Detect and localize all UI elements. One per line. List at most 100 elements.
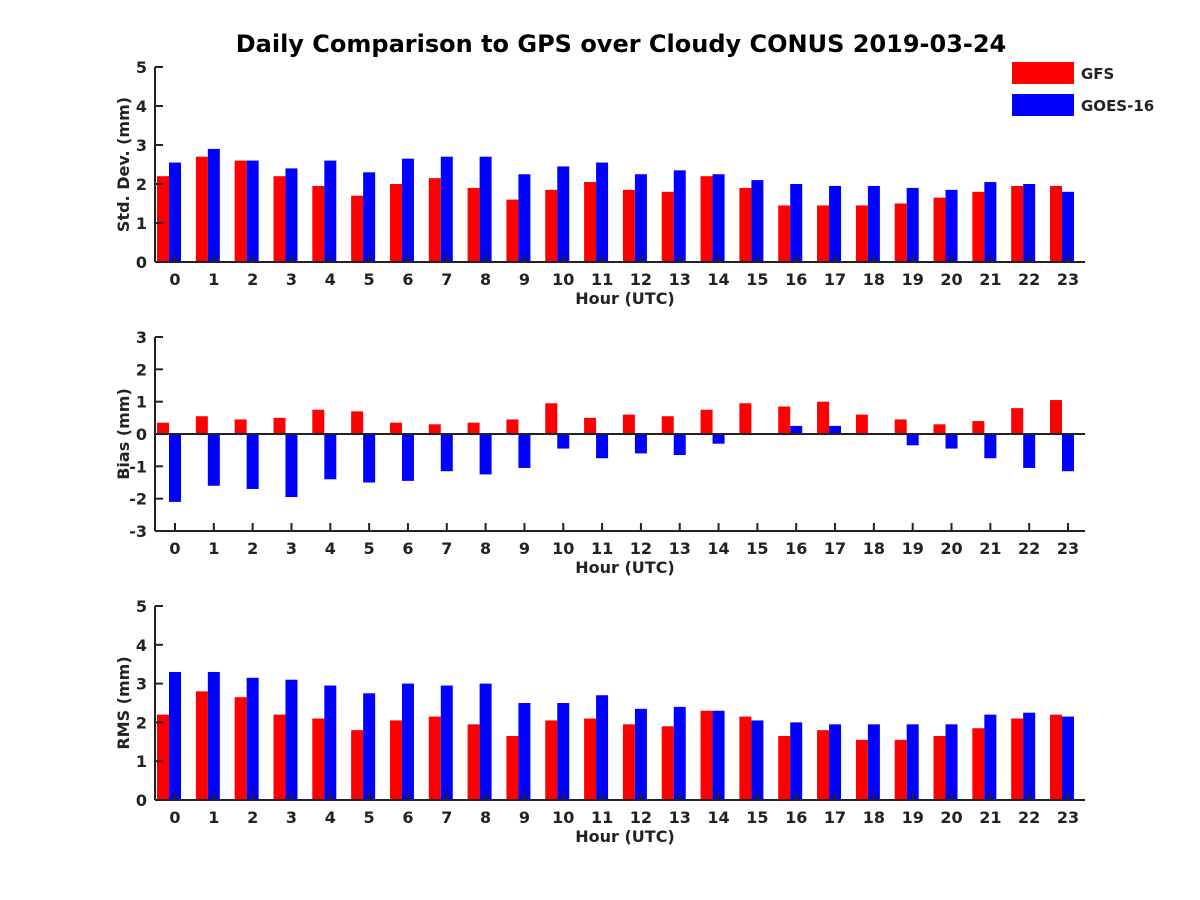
x-tick-label: 12 [630, 808, 652, 827]
bar-gfs-0-22 [1011, 185, 1024, 262]
bar-goes-16-0-19 [906, 187, 919, 262]
x-tick-label: 6 [402, 539, 413, 558]
bar-goes-16-0-8 [479, 156, 492, 262]
bar-gfs-0-16 [778, 205, 791, 262]
bar-gfs-1-20 [933, 424, 946, 434]
bar-goes-16-0-9 [518, 174, 531, 262]
x-axis-label: Hour (UTC) [575, 827, 675, 846]
bar-goes-16-2-4 [324, 685, 337, 800]
legend-swatch-goes-16 [1012, 94, 1074, 116]
bar-gfs-2-6 [389, 720, 402, 800]
bar-gfs-0-3 [273, 176, 286, 262]
bar-gfs-1-12 [622, 414, 635, 434]
bar-gfs-2-23 [1050, 714, 1062, 800]
bar-goes-16-0-0 [169, 162, 181, 262]
bar-gfs-1-8 [467, 422, 480, 434]
bar-gfs-0-2 [234, 160, 247, 262]
y-tick-label: 1 [136, 393, 147, 412]
x-tick-label: 3 [286, 270, 297, 289]
x-tick-label: 19 [902, 539, 924, 558]
bar-gfs-2-14 [700, 710, 713, 800]
bar-gfs-0-4 [312, 185, 325, 262]
bar-goes-16-2-1 [207, 671, 220, 800]
bar-goes-16-0-23 [1062, 191, 1074, 262]
bar-goes-16-1-3 [285, 434, 298, 498]
y-tick-label: 5 [136, 58, 147, 77]
bar-gfs-0-1 [195, 156, 208, 262]
bar-goes-16-0-16 [790, 184, 803, 262]
bar-goes-16-0-17 [829, 185, 842, 262]
bar-gfs-2-17 [817, 730, 830, 800]
bar-gfs-1-9 [506, 419, 519, 434]
bar-gfs-1-23 [1050, 400, 1062, 434]
bar-goes-16-1-8 [479, 434, 492, 475]
bar-goes-16-2-12 [634, 708, 647, 800]
bar-gfs-1-19 [894, 419, 907, 434]
bar-goes-16-1-17 [829, 425, 842, 434]
bar-gfs-1-15 [739, 403, 752, 434]
x-tick-label: 14 [707, 270, 729, 289]
x-tick-label: 15 [746, 539, 768, 558]
x-tick-label: 5 [364, 270, 375, 289]
bar-gfs-0-23 [1050, 185, 1062, 262]
bar-gfs-2-20 [933, 735, 946, 800]
bar-goes-16-0-15 [751, 180, 764, 262]
x-tick-label: 16 [785, 270, 807, 289]
bar-goes-16-2-22 [1023, 712, 1036, 800]
bar-gfs-2-9 [506, 735, 519, 800]
y-tick-label: 2 [136, 713, 147, 732]
bar-goes-16-1-10 [557, 434, 570, 449]
bar-goes-16-1-11 [596, 434, 609, 459]
x-tick-label: 1 [208, 808, 219, 827]
y-tick-label: 0 [136, 791, 147, 810]
x-tick-label: 9 [519, 539, 530, 558]
x-tick-label: 3 [286, 808, 297, 827]
bar-goes-16-1-1 [207, 434, 220, 486]
y-tick-label: 0 [136, 425, 147, 444]
bar-goes-16-0-21 [984, 182, 997, 262]
bar-gfs-0-10 [545, 189, 558, 262]
bar-gfs-0-6 [389, 184, 402, 262]
x-tick-label: 17 [824, 270, 846, 289]
bar-gfs-0-12 [622, 189, 635, 262]
x-tick-label: 1 [208, 539, 219, 558]
y-axis-label: RMS (mm) [114, 656, 133, 749]
bar-gfs-0-7 [428, 178, 441, 262]
bar-goes-16-0-7 [440, 156, 453, 262]
x-tick-label: 5 [364, 808, 375, 827]
bar-gfs-0-9 [506, 199, 519, 262]
y-tick-label: 2 [136, 175, 147, 194]
x-tick-label: 13 [669, 808, 691, 827]
x-tick-label: 12 [630, 270, 652, 289]
x-tick-label: 8 [480, 270, 491, 289]
bar-gfs-1-18 [855, 414, 868, 434]
x-tick-label: 17 [824, 808, 846, 827]
bar-goes-16-1-19 [906, 434, 919, 446]
bar-goes-16-2-2 [246, 677, 259, 800]
x-tick-label: 9 [519, 808, 530, 827]
bar-goes-16-1-5 [363, 434, 376, 483]
bar-goes-16-1-6 [401, 434, 414, 481]
x-axis-label: Hour (UTC) [575, 289, 675, 308]
x-tick-label: 15 [746, 808, 768, 827]
bar-goes-16-2-10 [557, 703, 570, 800]
bar-goes-16-0-13 [673, 170, 686, 262]
bar-gfs-1-3 [273, 417, 286, 434]
bar-goes-16-2-18 [867, 724, 880, 800]
bar-goes-16-2-7 [440, 685, 453, 800]
bar-gfs-2-2 [234, 697, 247, 800]
bar-goes-16-2-19 [906, 724, 919, 800]
x-tick-label: 18 [863, 808, 885, 827]
y-tick-label: -2 [129, 490, 147, 509]
x-tick-label: 20 [940, 270, 962, 289]
bar-gfs-2-19 [894, 739, 907, 800]
y-tick-label: 0 [136, 253, 147, 272]
x-tick-label: 10 [552, 270, 574, 289]
bar-gfs-2-13 [661, 726, 674, 800]
y-tick-label: 4 [136, 636, 147, 655]
x-tick-label: 0 [169, 539, 180, 558]
x-tick-label: 22 [1018, 808, 1040, 827]
bar-goes-16-2-0 [169, 671, 181, 800]
bar-gfs-1-11 [584, 417, 597, 434]
